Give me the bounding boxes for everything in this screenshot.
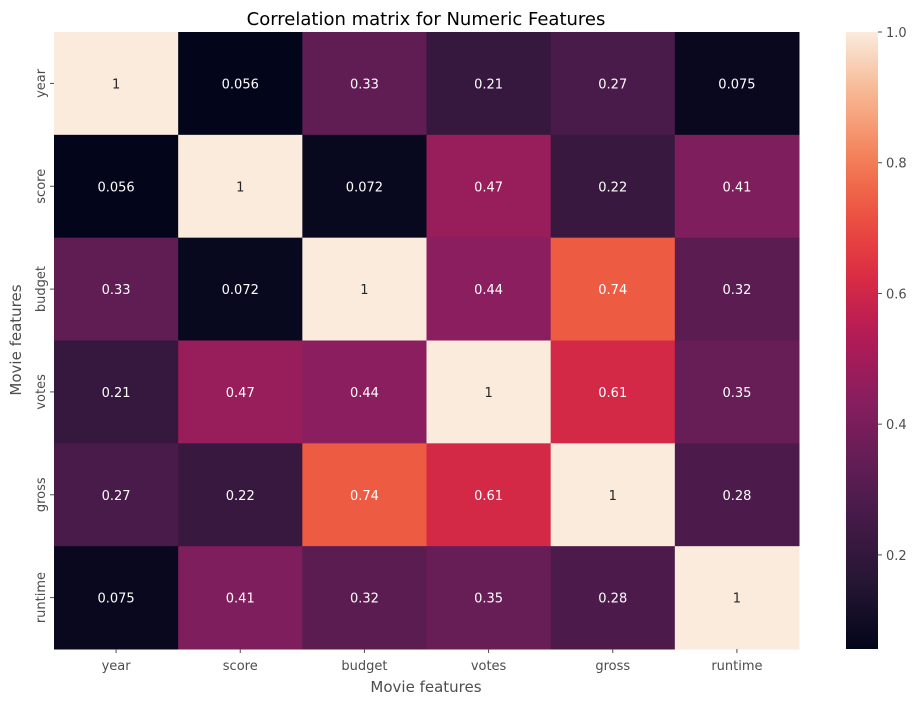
heatmap-cell-gross-budget [302,443,427,547]
cell-value-label: 0.44 [474,283,503,298]
heatmap-cell-gross-votes [426,443,552,547]
heatmap-cell-votes-budget [302,340,427,444]
heatmap-cell-gross-score [178,443,303,547]
heatmap-cell-score-runtime [674,134,800,239]
heatmap-cell-year-budget [302,32,427,136]
cell-value-label: 0.32 [350,592,379,607]
heatmap-cell-gross-gross [550,443,676,547]
cell-value-label: 0.33 [350,77,379,92]
heatmap-cell-runtime-votes [426,546,552,650]
cell-value-label: 1 [484,386,492,401]
cell-value-label: 0.74 [598,283,627,298]
heatmap-cell-gross-runtime [674,443,800,547]
heatmap-cell-budget-runtime [674,237,800,341]
heatmap-cell-score-votes [426,134,552,239]
heatmap-cell-score-budget [302,134,427,239]
heatmap-cell-votes-runtime [674,340,800,444]
cell-value-label: 0.056 [97,180,134,195]
y-tick-label: gross [34,477,49,512]
cell-value-label: 0.35 [474,592,503,607]
heatmap-cell-year-votes [426,32,552,136]
chart-title: Correlation matrix for Numeric Features [247,9,606,30]
heatmap-cell-gross-year [54,443,179,547]
heatmap-cell-votes-year [54,340,179,444]
x-axis-label: Movie features [370,678,481,696]
heatmap-cell-budget-votes [426,237,552,341]
cell-value-label: 0.44 [350,386,379,401]
heatmap-cell-budget-budget [302,237,427,341]
heatmap-cell-score-year [54,134,179,239]
heatmap-cell-runtime-year [54,546,179,650]
cell-value-label: 1 [609,489,617,504]
heatmap-cell-runtime-runtime [674,546,800,650]
cell-value-label: 0.61 [474,489,503,504]
x-tick-label: votes [471,659,507,674]
cell-value-label: 0.41 [722,180,751,195]
colorbar-tick-label: 0.2 [886,549,907,564]
x-tick-label: year [102,659,132,674]
cell-value-label: 0.32 [722,283,751,298]
colorbar [846,32,878,649]
cell-value-label: 0.27 [598,77,627,92]
cell-value-label: 0.075 [718,77,755,92]
colorbar-tick-label: 1.0 [886,26,907,41]
heatmap-cell-votes-score [178,340,303,444]
cell-value-label: 0.21 [102,386,131,401]
colorbar-tick-label: 0.8 [886,157,907,172]
y-axis-ticks: year score budget votes gross runtime [34,68,54,623]
y-tick-label: budget [34,266,49,312]
x-tick-label: runtime [711,659,762,674]
y-tick-label: score [34,169,49,204]
cell-value-label: 1 [112,77,120,92]
x-tick-label: gross [595,659,630,674]
heatmap-cell-year-gross [550,32,676,136]
cell-value-label: 0.27 [102,489,131,504]
heatmap-cell-year-runtime [674,32,800,136]
cell-value-label: 0.056 [222,77,259,92]
heatmap-cell-year-year [54,32,179,136]
heatmap-cell-year-score [178,32,303,136]
cell-value-label: 1 [236,180,244,195]
cell-value-label: 0.072 [346,180,383,195]
cell-value-label: 0.28 [598,592,627,607]
cell-value-label: 0.22 [598,180,627,195]
heatmap-cell-budget-year [54,237,179,341]
x-tick-label: budget [341,659,387,674]
x-tick-label: score [223,659,258,674]
cell-value-label: 1 [360,283,368,298]
cell-value-label: 0.61 [598,386,627,401]
cell-value-label: 0.28 [722,489,751,504]
cell-value-label: 0.072 [222,283,259,298]
heatmap-cell-runtime-score [178,546,303,650]
y-tick-label: year [34,68,49,98]
heatmap-cell-votes-gross [550,340,676,444]
x-axis-ticks: year score budget votes gross runtime [102,649,763,674]
cell-value-label: 0.41 [226,592,255,607]
colorbar-tick-label: 0.4 [886,418,907,433]
heatmap-cells: 1 0.056 0.33 0.21 0.27 0.075 0.056 1 0.072 0.47 0.… [54,32,800,650]
colorbar-tick-label: 0.6 [886,287,907,302]
cell-value-label: 0.47 [226,386,255,401]
cell-value-label: 0.22 [226,489,255,504]
heatmap-cell-runtime-budget [302,546,427,650]
y-tick-label: votes [34,374,49,410]
heatmap-cell-score-gross [550,134,676,239]
cell-value-label: 0.47 [474,180,503,195]
cell-value-label: 0.33 [102,283,131,298]
y-axis-label: Movie features [7,284,25,395]
cell-value-label: 0.21 [474,77,503,92]
cell-value-label: 0.35 [722,386,751,401]
heatmap-cell-budget-score [178,237,303,341]
heatmap-cell-score-score [178,134,303,239]
cell-value-label: 1 [733,592,741,607]
heatmap-cell-budget-gross [550,237,676,341]
y-tick-label: runtime [34,572,49,623]
heatmap-cell-votes-votes [426,340,552,444]
cell-value-label: 0.075 [97,592,134,607]
cell-value-label: 0.74 [350,489,379,504]
colorbar-ticks: 0.2 0.4 0.6 0.8 1.0 [878,26,907,564]
heatmap-cell-runtime-gross [550,546,676,650]
